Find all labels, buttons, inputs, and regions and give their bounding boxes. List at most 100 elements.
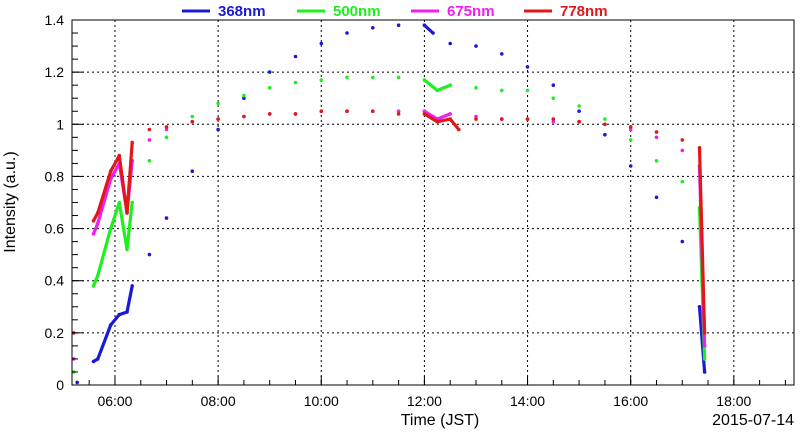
data-point-500nm [147, 159, 152, 163]
data-point-500nm [190, 114, 195, 119]
x-tick-label: 18:00 [716, 393, 751, 409]
legend-label-500nm: 500nm [333, 3, 381, 20]
data-point-778nm [680, 138, 685, 142]
legend-label-675nm: 675nm [447, 3, 495, 20]
data-point-368nm [500, 52, 504, 56]
series-line-500nm [91, 200, 134, 288]
data-point-778nm [190, 119, 195, 124]
data-point-778nm [147, 127, 152, 132]
data-point-500nm [500, 88, 504, 93]
data-point-778nm [267, 112, 272, 116]
data-point-368nm [130, 284, 134, 288]
data-point-500nm [267, 86, 272, 90]
y-tick-label: 0.4 [45, 273, 65, 289]
series-layer [71, 23, 707, 385]
data-point-675nm [96, 221, 100, 226]
data-point-368nm [448, 41, 453, 46]
data-point-368nm [577, 109, 581, 113]
data-point-368nm [525, 65, 530, 69]
data-point-778nm [242, 114, 246, 119]
data-point-500nm [628, 138, 633, 142]
x-axis-title: Time (JST) [401, 412, 480, 429]
data-point-500nm [702, 357, 707, 361]
data-point-368nm [654, 195, 659, 200]
data-point-675nm [474, 114, 478, 119]
data-point-778nm [603, 122, 607, 127]
series-line-368nm [422, 23, 435, 35]
data-point-778nm [164, 125, 169, 129]
date-label: 2015-07-14 [712, 412, 794, 429]
data-point-500nm [164, 135, 169, 140]
data-point-500nm [293, 80, 298, 85]
y-tick-label: 0.8 [45, 168, 65, 184]
data-point-368nm [91, 359, 96, 364]
data-point-368nm [474, 44, 478, 48]
data-point-675nm [654, 135, 659, 140]
data-point-368nm [267, 70, 272, 74]
data-point-368nm [125, 310, 129, 314]
data-point-368nm [697, 305, 702, 309]
data-point-500nm [422, 78, 427, 82]
data-point-368nm [680, 239, 685, 244]
data-point-500nm [448, 83, 453, 87]
data-point-778nm [422, 112, 427, 116]
data-point-368nm [293, 54, 298, 59]
series-line-368nm [697, 305, 707, 374]
data-point-778nm [130, 140, 134, 145]
series-line-778nm [697, 146, 707, 335]
data-point-500nm [108, 226, 113, 231]
data-point-368nm [75, 380, 79, 385]
data-point-778nm [702, 331, 707, 335]
data-point-368nm [603, 132, 607, 137]
data-point-778nm [96, 211, 100, 215]
data-point-778nm [216, 117, 220, 121]
data-point-778nm [474, 117, 478, 121]
data-point-778nm [435, 119, 440, 124]
data-point-675nm [702, 344, 707, 348]
data-point-500nm [371, 75, 375, 80]
data-point-368nm [108, 323, 113, 327]
data-point-675nm [396, 109, 401, 113]
data-point-500nm [242, 93, 246, 98]
data-point-368nm [551, 83, 556, 87]
data-point-368nm [371, 26, 375, 30]
data-point-675nm [422, 109, 427, 113]
data-point-500nm [216, 101, 220, 106]
y-axis-title: Intensity (a.u.) [2, 151, 19, 252]
data-point-500nm [130, 200, 134, 205]
x-tick-label: 14:00 [510, 393, 545, 409]
data-point-778nm [396, 112, 401, 116]
y-tick-label: 1.4 [45, 12, 65, 28]
data-point-778nm [525, 117, 530, 121]
legend-label-778nm: 778nm [560, 3, 608, 20]
series-778nm [71, 109, 707, 335]
y-tick-label: 0 [56, 377, 64, 393]
x-tick-label: 06:00 [97, 393, 132, 409]
data-point-368nm [628, 164, 633, 168]
data-point-675nm [164, 127, 169, 132]
data-point-368nm [216, 127, 220, 132]
data-point-675nm [147, 138, 152, 142]
x-tick-label: 08:00 [201, 393, 236, 409]
data-point-500nm [680, 179, 685, 184]
axis-ticks: 06:00 08:00 10:00 12:00 14:00 16:00 18:00 0 0.2 0… [45, 12, 786, 409]
data-point-500nm [345, 75, 349, 80]
data-point-778nm [697, 146, 702, 150]
x-tick-label: 10:00 [304, 393, 339, 409]
data-point-500nm [96, 273, 100, 278]
data-point-778nm [125, 211, 129, 215]
data-point-500nm [396, 75, 401, 80]
y-tick-label: 1 [56, 116, 64, 132]
data-point-500nm [577, 104, 581, 108]
series-368nm [75, 23, 707, 385]
data-point-778nm [293, 112, 298, 116]
data-point-368nm [242, 96, 246, 100]
data-point-368nm [147, 252, 152, 257]
data-point-368nm [431, 31, 435, 35]
legend-label-368nm: 368nm [218, 3, 266, 20]
y-tick-label: 0.6 [45, 221, 65, 237]
data-point-368nm [190, 169, 195, 173]
data-point-778nm [319, 109, 324, 113]
